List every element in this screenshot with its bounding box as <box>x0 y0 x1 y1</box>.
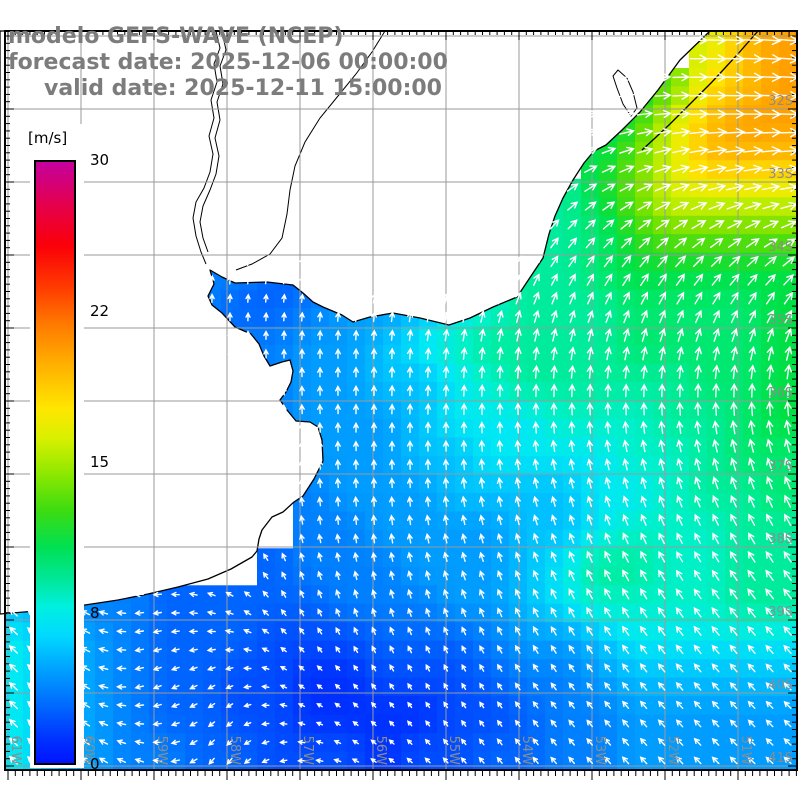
map-border <box>4 30 798 771</box>
lat-label: 37S <box>768 459 793 474</box>
lat-label: 41S <box>768 751 793 766</box>
river-line <box>199 30 227 253</box>
lon-label: 58W <box>227 736 242 766</box>
land-polygon <box>0 30 711 615</box>
colorbar-tick-value: 8 <box>90 604 100 622</box>
axis-labels: 32S 33S 34S 35S 36S 37S 38S 39S 40S 41S 61W 60W 59W 5… <box>8 94 793 766</box>
lat-label: 36S <box>768 386 793 401</box>
lon-label: 61W <box>8 736 23 766</box>
lat-label: 38S <box>768 532 793 547</box>
wind-direction-arrows <box>8 35 800 765</box>
lat-label: 40S <box>768 678 793 693</box>
lon-label: 54W <box>519 736 534 766</box>
lon-label: 52W <box>665 736 680 766</box>
lon-label: 53W <box>592 736 607 766</box>
lon-label: 51W <box>738 736 753 766</box>
river-line <box>235 30 386 271</box>
lat-label: 39S <box>768 605 793 620</box>
valid-date: valid date: 2025-12-11 15:00:00 <box>44 76 442 101</box>
lon-label: 56W <box>373 736 388 766</box>
lat-label: 34S <box>768 240 793 255</box>
colorbar-tick-value: 0 <box>90 755 100 773</box>
lat-label: 32S <box>768 94 793 109</box>
colorbar-unit-label: [m/s] <box>28 129 68 147</box>
river-line <box>192 30 221 265</box>
lon-label: 55W <box>446 736 461 766</box>
model-title: modelo GEFS-WAVE (NCEP) <box>8 24 344 49</box>
forecast-date: forecast date: 2025-12-06 00:00:00 <box>8 50 448 75</box>
colorbar-tick-value: 22 <box>90 302 110 320</box>
lagoon-outline <box>612 69 638 117</box>
lat-label: 35S <box>768 313 793 328</box>
colorbar-gradient <box>34 160 76 765</box>
colorbar-tick-value: 15 <box>90 453 110 471</box>
lat-label: 33S <box>768 167 793 182</box>
colorbar-tick-value: 30 <box>90 151 110 169</box>
lon-label: 60W <box>81 736 96 766</box>
lon-label: 57W <box>300 736 315 766</box>
lon-label: 59W <box>154 736 169 766</box>
